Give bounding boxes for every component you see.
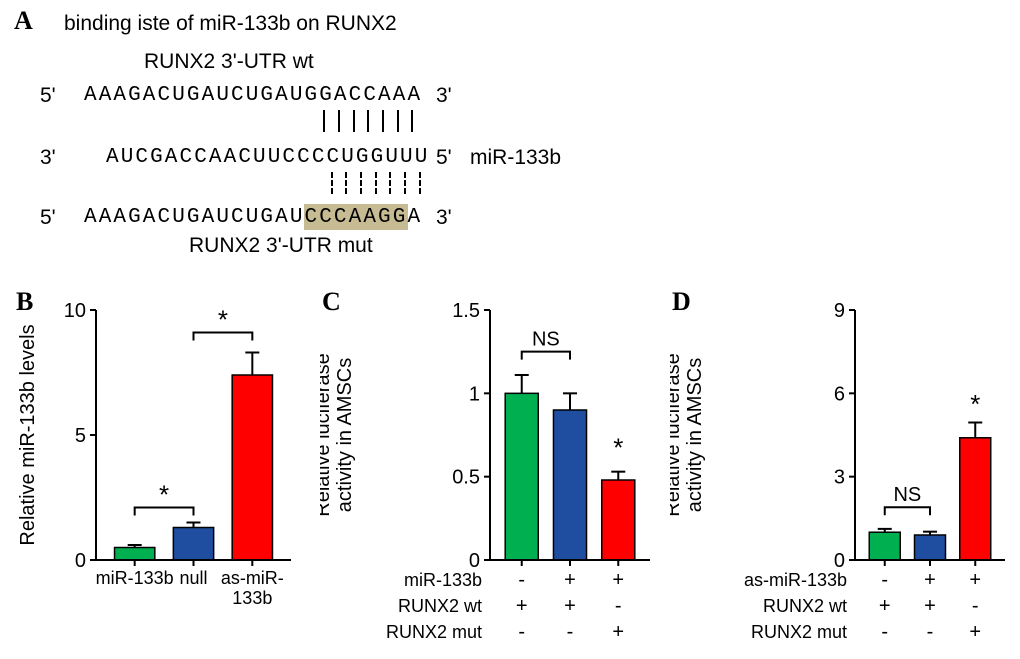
svg-text:D: D [672,288,691,316]
svg-text:6: 6 [834,383,845,405]
svg-text:-: - [881,621,888,643]
svg-text:+: + [969,621,981,643]
svg-text:-: - [927,621,934,643]
five-prime-2: 5' [436,146,452,170]
svg-text:-: - [518,621,525,643]
svg-text:0.5: 0.5 [452,467,480,489]
svg-text:Relative luciferase: Relative luciferase [320,353,334,516]
svg-text:*: * [159,480,169,510]
svg-text:+: + [879,595,891,617]
runx2-wt-label: RUNX2 3'-UTR wt [144,50,314,74]
svg-text:C: C [322,288,341,316]
svg-text:0: 0 [469,550,480,572]
svg-text:null: null [179,568,207,588]
svg-text:NS: NS [532,329,560,351]
svg-text:5: 5 [75,425,86,447]
svg-text:*: * [218,305,228,335]
svg-text:miR-133b: miR-133b [404,570,482,590]
panel-a: A binding iste of miR-133b on RUNX2 RUNX… [14,6,644,266]
panel-d-chart: D Relative luciferaseactivity in AMSCs 0 3 6… [670,288,1015,658]
svg-text:*: * [970,389,980,419]
svg-text:activity in AMSCs: activity in AMSCs [684,358,706,512]
svg-text:-: - [881,569,888,591]
svg-text:B: B [16,288,33,316]
svg-text:Relative miR-133b levels: Relative miR-133b levels [17,324,39,545]
svg-text:1.5: 1.5 [452,300,480,322]
svg-text:9: 9 [834,300,845,322]
three-prime-1: 3' [436,84,452,108]
svg-text:+: + [612,569,624,591]
svg-text:-: - [615,595,622,617]
svg-text:0: 0 [75,550,86,572]
svg-text:133b: 133b [232,588,272,608]
three-prime-3: 3' [436,206,452,230]
svg-text:Relative luciferase: Relative luciferase [670,353,684,516]
svg-text:-: - [972,595,979,617]
seq-wt: AAAGACUGAUCUGAUGGACCAAA [84,84,422,107]
svg-text:as-miR-: as-miR- [221,568,284,588]
svg-text:+: + [969,569,981,591]
seq-mut: AAAGACUGAUCUGAUCCCAAGGA [84,206,422,229]
svg-text:+: + [924,595,936,617]
panel-a-title: binding iste of miR-133b on RUNX2 [64,12,397,36]
svg-text:activity in AMSCs: activity in AMSCs [334,358,356,512]
svg-text:RUNX2 mut: RUNX2 mut [386,622,482,642]
svg-text:+: + [564,569,576,591]
svg-text:3: 3 [834,467,845,489]
svg-text:+: + [516,595,528,617]
svg-text:RUNX2 wt: RUNX2 wt [763,596,847,616]
three-prime-2: 3' [40,146,56,170]
svg-text:1: 1 [469,383,480,405]
five-prime-1: 5' [40,84,56,108]
svg-text:as-miR-133b: as-miR-133b [744,570,847,590]
panel-c-chart: C Relative luciferaseactivity in AMSCs 0 0.… [320,288,660,658]
runx2-mut-label: RUNX2 3'-UTR mut [189,234,373,258]
panel-letter-a: A [14,6,33,36]
svg-text:0: 0 [834,550,845,572]
five-prime-3: 5' [40,206,56,230]
svg-text:+: + [924,569,936,591]
svg-text:+: + [612,621,624,643]
mir-label: miR-133b [470,146,561,170]
svg-text:10: 10 [64,300,86,322]
svg-text:-: - [518,569,525,591]
panel-b-chart: B Relative miR-133b levels 0 5 10 * * miR-133bn… [14,288,314,658]
svg-text:*: * [613,433,623,463]
seq-mir: AUCGACCAACUUCCCCUGGUUU [106,146,429,169]
svg-text:RUNX2 wt: RUNX2 wt [398,596,482,616]
svg-text:-: - [567,621,574,643]
svg-text:NS: NS [893,484,921,506]
svg-text:miR-133b: miR-133b [96,568,174,588]
svg-text:+: + [564,595,576,617]
svg-text:RUNX2 mut: RUNX2 mut [751,622,847,642]
